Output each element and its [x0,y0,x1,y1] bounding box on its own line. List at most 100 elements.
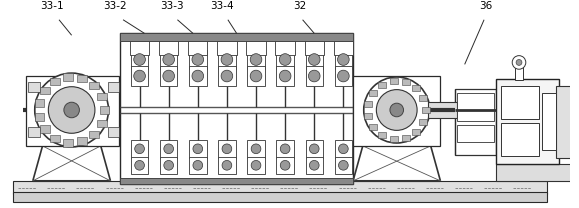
Bar [306,140,323,157]
Bar [40,87,50,94]
Circle shape [279,70,291,82]
Bar [378,132,386,138]
Bar [97,120,107,127]
Bar [218,157,236,174]
Bar [160,157,177,174]
Bar [131,140,148,157]
Bar [131,157,148,174]
Bar [189,140,207,157]
Bar [276,157,294,174]
Bar [160,66,177,86]
Bar [188,41,207,55]
Bar [412,85,420,91]
Circle shape [339,144,348,154]
Circle shape [64,102,79,118]
Bar [419,119,427,125]
Circle shape [339,160,348,170]
Bar [364,113,372,119]
Bar [276,50,294,69]
Bar [496,164,578,181]
Circle shape [250,54,262,65]
Text: 36: 36 [479,1,493,11]
Bar [160,50,177,69]
Bar [390,136,398,142]
Bar [390,78,398,84]
Bar [378,82,386,88]
Circle shape [192,70,204,82]
Circle shape [135,144,144,154]
Bar [89,82,98,89]
Bar [50,78,60,85]
Bar [26,76,119,146]
Bar [130,41,149,55]
Bar [305,41,324,55]
Circle shape [512,56,526,69]
Bar [247,50,265,69]
Bar [247,66,265,86]
Bar [402,135,409,141]
Text: 33-4: 33-4 [210,1,234,11]
Circle shape [376,90,417,130]
Bar [412,129,420,135]
Bar [35,99,44,107]
Bar [217,41,237,55]
Bar [120,178,353,184]
Bar [419,95,427,101]
Bar [50,135,60,142]
Bar [97,93,107,100]
Bar [100,106,109,114]
Bar [77,137,87,145]
Circle shape [49,87,95,133]
Bar [422,107,430,113]
Bar [276,66,294,86]
Circle shape [309,70,320,82]
Circle shape [193,144,203,154]
Circle shape [222,160,232,170]
Bar [455,89,496,155]
Circle shape [251,144,261,154]
Bar [335,50,352,69]
Bar [218,66,236,86]
Bar [246,41,266,55]
Bar [77,75,87,83]
Circle shape [279,54,291,65]
Circle shape [163,70,174,82]
Circle shape [338,70,349,82]
Circle shape [134,70,145,82]
Bar [364,101,372,107]
Bar [120,33,353,184]
Bar [247,157,265,174]
Bar [13,181,547,194]
Bar [35,113,44,121]
Text: 32: 32 [293,1,306,11]
Bar [335,140,352,157]
Bar [28,128,39,137]
Circle shape [164,160,174,170]
Text: 33-1: 33-1 [41,1,64,11]
Bar [108,128,119,137]
Bar [131,66,148,86]
Circle shape [221,70,233,82]
Bar [89,131,98,138]
Bar [120,33,353,41]
Circle shape [222,144,232,154]
Bar [556,86,576,157]
Circle shape [309,144,319,154]
Bar [353,76,441,146]
Bar [543,93,556,150]
Bar [159,41,178,55]
Bar [63,73,73,81]
Circle shape [280,144,290,154]
Circle shape [134,54,145,65]
Circle shape [338,54,349,65]
Bar [306,157,323,174]
Bar [189,66,207,86]
Bar [13,192,547,202]
Bar [335,157,352,174]
Bar [131,50,148,69]
Bar [108,82,119,92]
Bar [501,86,540,119]
Circle shape [192,54,204,65]
Circle shape [193,160,203,170]
Circle shape [221,54,233,65]
